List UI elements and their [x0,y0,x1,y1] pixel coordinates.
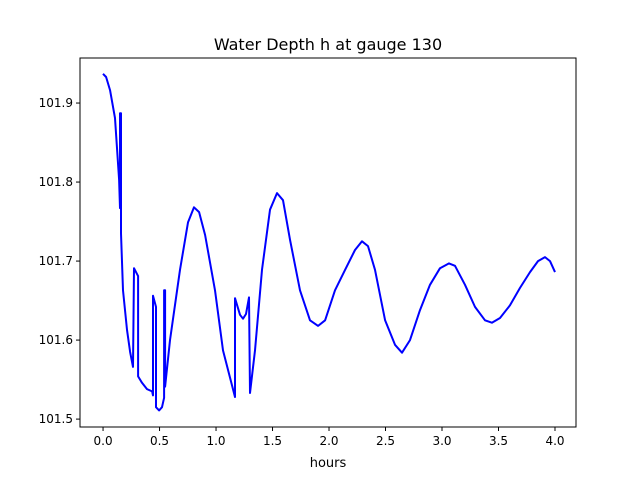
y-tick-label: 101.5 [39,412,73,426]
x-tick-label: 2.0 [319,434,338,448]
x-tick-label: 3.0 [432,434,451,448]
series-line-h [102,73,556,412]
x-tick-label: 1.5 [263,434,282,448]
x-tick-label: 0.0 [94,434,113,448]
x-tick-label: 3.5 [489,434,508,448]
y-tick-label: 101.6 [39,333,73,347]
x-tick-label: 0.5 [150,434,169,448]
axes-frame [79,57,577,428]
y-tick-label: 101.8 [39,175,73,189]
y-axis-ticks: 101.5 101.6 101.7 101.8 101.9 [39,96,80,426]
x-axis-ticks: 0.0 0.5 1.0 1.5 2.0 2.5 3.0 3.5 4.0 [94,427,565,448]
y-tick-label: 101.7 [39,254,73,268]
x-tick-label: 1.0 [206,434,225,448]
x-axis-label: hours [310,456,347,471]
y-tick-label: 101.9 [39,96,73,110]
x-tick-label: 2.5 [376,434,395,448]
x-tick-label: 4.0 [545,434,564,448]
chart-title: Water Depth h at gauge 130 [214,35,442,54]
